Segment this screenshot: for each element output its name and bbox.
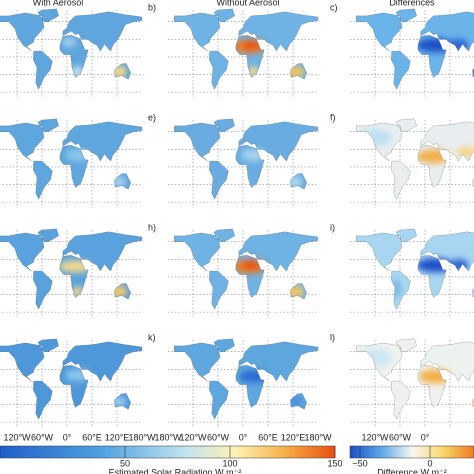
colorbar-label: Estimated Solar Radiation W m⁻² <box>109 467 242 474</box>
x-tick-label: 120°W <box>3 432 31 442</box>
hotspots <box>358 128 474 164</box>
hotspot <box>469 66 474 77</box>
map-panel <box>0 118 143 208</box>
hotspot <box>111 396 127 407</box>
x-tick-label: 180°W <box>154 432 182 442</box>
colorbar <box>349 445 474 459</box>
colorbar-tick-label: 100 <box>222 458 237 468</box>
land-shading <box>358 128 474 164</box>
panel-label: h) <box>148 222 156 232</box>
x-tick-label: 60°W <box>31 432 54 442</box>
hotspot <box>61 38 77 47</box>
colorbar-label: Difference W m⁻² <box>377 467 447 474</box>
map-panel <box>350 8 474 98</box>
x-tick-label: 120°E <box>281 432 306 442</box>
hotspots <box>64 369 127 407</box>
land-shading <box>64 369 127 407</box>
colorbar-tick-label: 0 <box>427 458 432 468</box>
hotspot <box>242 41 261 50</box>
panel-label: c) <box>330 2 338 12</box>
hotspot <box>287 176 303 187</box>
x-tick-label: 60°W <box>207 432 230 442</box>
x-tick-label: 120°W <box>179 432 207 442</box>
map-panel <box>0 228 143 318</box>
panel-label: k) <box>148 332 156 342</box>
column-title: Differences <box>389 0 435 7</box>
map-panel <box>350 118 474 208</box>
map-panel <box>350 338 474 428</box>
hotspot <box>111 176 127 187</box>
column-title: With Aerosol <box>33 0 84 7</box>
x-tick-label: 180°W <box>304 432 332 442</box>
x-tick-label: 60°E <box>82 432 102 442</box>
hotspot <box>287 396 303 407</box>
map-panel <box>168 228 319 318</box>
panel-label: l) <box>330 332 335 342</box>
map-panel <box>0 8 143 98</box>
map-panels <box>0 8 474 428</box>
colorbar-tick-label: −50 <box>352 458 367 468</box>
x-tick-label: 60°W <box>389 432 412 442</box>
colorbar-tick-label: 50 <box>120 458 130 468</box>
hotspot <box>469 396 474 407</box>
x-tick-label: 120°E <box>105 432 130 442</box>
hotspot <box>242 261 261 270</box>
map-panel <box>350 228 474 318</box>
x-tick-label: 180°W <box>128 432 156 442</box>
x-tick-label: 120°W <box>361 432 389 442</box>
map-panel <box>0 338 143 428</box>
map-panel <box>168 338 319 428</box>
panel-label: f) <box>330 112 336 122</box>
panel-label: i) <box>330 222 335 232</box>
x-tick-label: 0° <box>421 432 430 442</box>
panel-label: b) <box>148 2 156 12</box>
map-panel <box>168 118 319 208</box>
x-tick-label: 0° <box>63 432 72 442</box>
column-title: Without Aerosol <box>216 0 279 7</box>
panel-label: e) <box>148 112 156 122</box>
colorbar <box>0 445 336 459</box>
x-tick-label: 60°E <box>258 432 278 442</box>
x-tick-label: 0° <box>239 432 248 442</box>
colorbar-tick-label: 150 <box>327 458 342 468</box>
map-panel <box>168 8 319 98</box>
